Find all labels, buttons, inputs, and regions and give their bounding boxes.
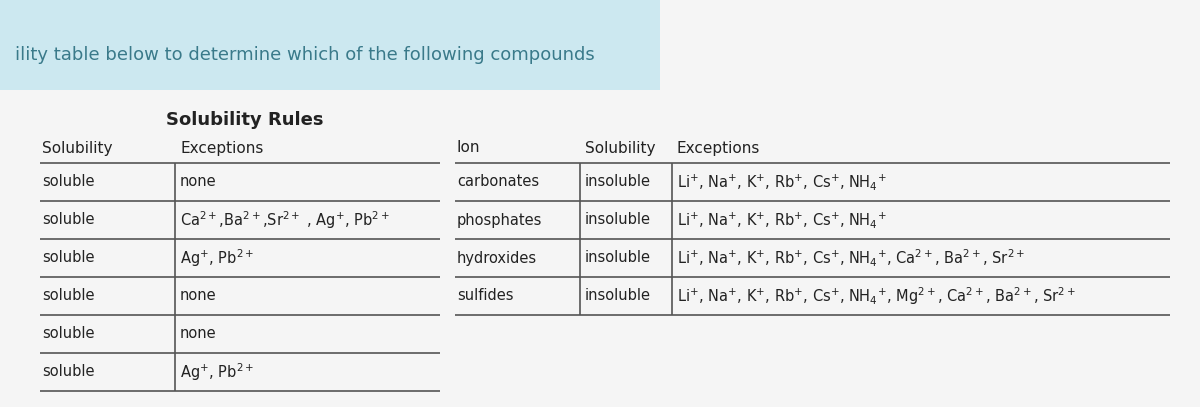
Text: Solubility Rules: Solubility Rules	[167, 111, 324, 129]
Text: Li$^{+}$, Na$^{+}$, K$^{+}$, Rb$^{+}$, Cs$^{+}$, NH$_4$$^{+}$: Li$^{+}$, Na$^{+}$, K$^{+}$, Rb$^{+}$, C…	[677, 210, 887, 230]
Text: soluble: soluble	[42, 250, 95, 265]
FancyBboxPatch shape	[0, 0, 660, 90]
Text: Ion: Ion	[457, 140, 480, 155]
Text: insoluble: insoluble	[586, 175, 650, 190]
Text: Li$^{+}$, Na$^{+}$, K$^{+}$, Rb$^{+}$, Cs$^{+}$, NH$_4$$^{+}$, Mg$^{2+}$, Ca$^{2: Li$^{+}$, Na$^{+}$, K$^{+}$, Rb$^{+}$, C…	[677, 285, 1076, 307]
Text: none: none	[180, 175, 217, 190]
Text: Ag$^{+}$, Pb$^{2+}$: Ag$^{+}$, Pb$^{2+}$	[180, 361, 254, 383]
Text: sulfides: sulfides	[457, 289, 514, 304]
Text: none: none	[180, 289, 217, 304]
Text: soluble: soluble	[42, 289, 95, 304]
Text: Solubility: Solubility	[42, 140, 113, 155]
Text: Li$^{+}$, Na$^{+}$, K$^{+}$, Rb$^{+}$, Cs$^{+}$, NH$_4$$^{+}$: Li$^{+}$, Na$^{+}$, K$^{+}$, Rb$^{+}$, C…	[677, 172, 887, 192]
Text: carbonates: carbonates	[457, 175, 539, 190]
Text: Li$^{+}$, Na$^{+}$, K$^{+}$, Rb$^{+}$, Cs$^{+}$, NH$_4$$^{+}$, Ca$^{2+}$, Ba$^{2: Li$^{+}$, Na$^{+}$, K$^{+}$, Rb$^{+}$, C…	[677, 247, 1025, 269]
Text: Ag$^{+}$, Pb$^{2+}$: Ag$^{+}$, Pb$^{2+}$	[180, 247, 254, 269]
Text: soluble: soluble	[42, 212, 95, 228]
Text: soluble: soluble	[42, 175, 95, 190]
Text: insoluble: insoluble	[586, 212, 650, 228]
Text: Exceptions: Exceptions	[677, 140, 761, 155]
Text: insoluble: insoluble	[586, 250, 650, 265]
Text: soluble: soluble	[42, 365, 95, 379]
Text: hydroxides: hydroxides	[457, 250, 538, 265]
Text: Exceptions: Exceptions	[180, 140, 263, 155]
Text: phosphates: phosphates	[457, 212, 542, 228]
Text: Ca$^{2+}$,Ba$^{2+}$,Sr$^{2+}$ , Ag$^{+}$, Pb$^{2+}$: Ca$^{2+}$,Ba$^{2+}$,Sr$^{2+}$ , Ag$^{+}$…	[180, 209, 390, 231]
Text: insoluble: insoluble	[586, 289, 650, 304]
Text: ility table below to determine which of the following compounds: ility table below to determine which of …	[14, 46, 595, 64]
Text: none: none	[180, 326, 217, 341]
Text: soluble: soluble	[42, 326, 95, 341]
Text: Solubility: Solubility	[586, 140, 655, 155]
